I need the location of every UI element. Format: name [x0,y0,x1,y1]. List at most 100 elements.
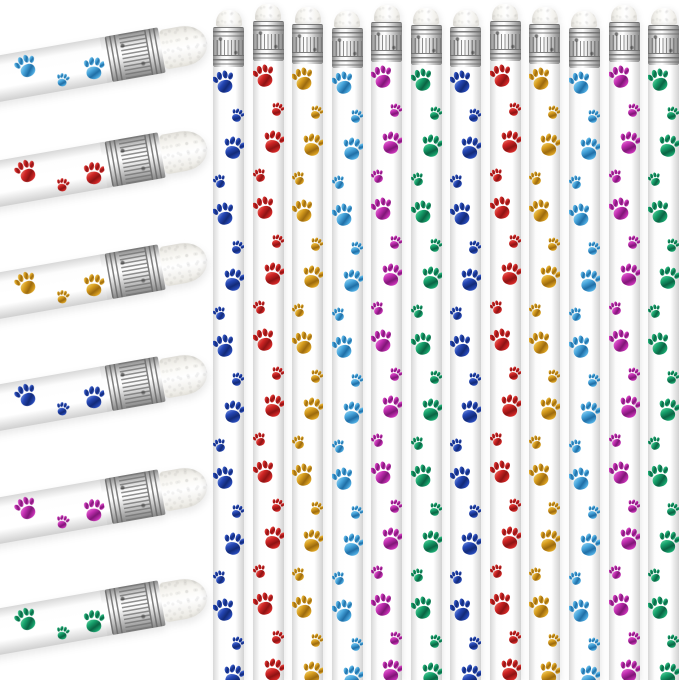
paw-print [338,135,363,163]
paw-print [307,235,324,253]
paw-print [331,569,347,587]
pencil-vertical-gold [292,7,324,680]
paw-print [378,129,403,157]
paw-print [347,371,363,389]
paw-print [213,68,238,96]
paw-print [410,566,426,584]
paw-print [213,568,229,586]
eraser [531,7,558,24]
paw-print [378,525,403,553]
eraser [294,7,321,24]
paw-print [624,629,640,647]
paw-print [648,462,673,490]
paw-print [259,656,284,680]
paw-print [0,56,2,76]
paw-print [608,167,624,185]
paw-print [489,590,515,618]
pencil-body [568,68,600,680]
paw-print [655,264,679,292]
paw-print [489,562,506,580]
paw-print [450,68,476,96]
paw-print [529,565,545,583]
paw-print [378,393,403,421]
ferrule [371,22,403,62]
paw-print [410,66,436,94]
paw-print [529,433,545,451]
paw-print [299,527,324,555]
paw-print [615,261,640,289]
paw-print [663,104,679,122]
paw-print [292,593,317,621]
paw-print [371,327,396,355]
paw-print [545,367,561,385]
paw-print [450,436,466,454]
paw-print [371,195,396,223]
paw-print [228,634,244,652]
eraser [373,5,400,22]
paw-print [663,632,679,650]
paw-print [252,298,268,316]
paw-print [252,326,278,354]
paw-print [259,392,284,420]
paw-print [648,170,664,188]
pencil-body [252,61,284,680]
paw-print-pattern [0,380,107,417]
pencil-body [0,366,108,451]
paw-print-pattern [0,51,107,88]
paw-print [496,524,521,552]
paw-print [252,166,268,184]
paw-print [54,289,71,305]
paw-print [331,437,347,455]
pencil-vertical-magenta [371,5,403,680]
paw-print [505,232,521,250]
paw-print-pattern [529,65,561,680]
eraser [492,4,519,21]
paw-print [292,565,308,583]
paw-print [465,634,482,652]
paw-print-pattern [213,68,244,680]
paw-print [465,502,482,520]
pencil-body [450,67,482,680]
paw-print [0,161,2,181]
paw-print [213,436,229,454]
paw-print [608,563,624,581]
ferrule [489,21,521,61]
ferrule [213,27,244,67]
paw-print [624,233,640,251]
paw-print [220,530,244,558]
eraser [158,239,211,287]
paw-print [663,368,679,386]
ferrule [529,24,561,64]
paw-print [252,194,278,222]
paw-print [82,498,107,522]
paw-print [417,132,442,160]
paw-print-pattern [292,65,324,680]
paw-print [338,531,363,559]
paw-print [268,628,284,646]
paw-print [371,459,396,487]
paw-print [0,498,2,518]
paw-print-pattern [0,156,107,193]
paw-print [11,604,42,634]
paw-print [54,514,71,530]
paw-print-pattern [331,69,363,680]
paw-print [213,596,238,624]
paw-print [624,101,640,119]
pencil-diagonal-green [0,572,211,675]
paw-print [252,562,268,580]
paw-print [0,385,2,405]
paw-print [529,329,555,357]
paw-print [529,461,555,489]
paw-print [608,299,624,317]
eraser [158,22,211,70]
eraser [158,351,211,399]
paw-print [228,238,244,256]
paw-print-pattern [371,63,403,680]
pencil-body [331,68,363,680]
pencil-vertical-navy [213,10,244,680]
paw-print [252,458,278,486]
paw-print [615,657,640,680]
eraser [334,11,361,28]
paw-print [292,301,308,319]
